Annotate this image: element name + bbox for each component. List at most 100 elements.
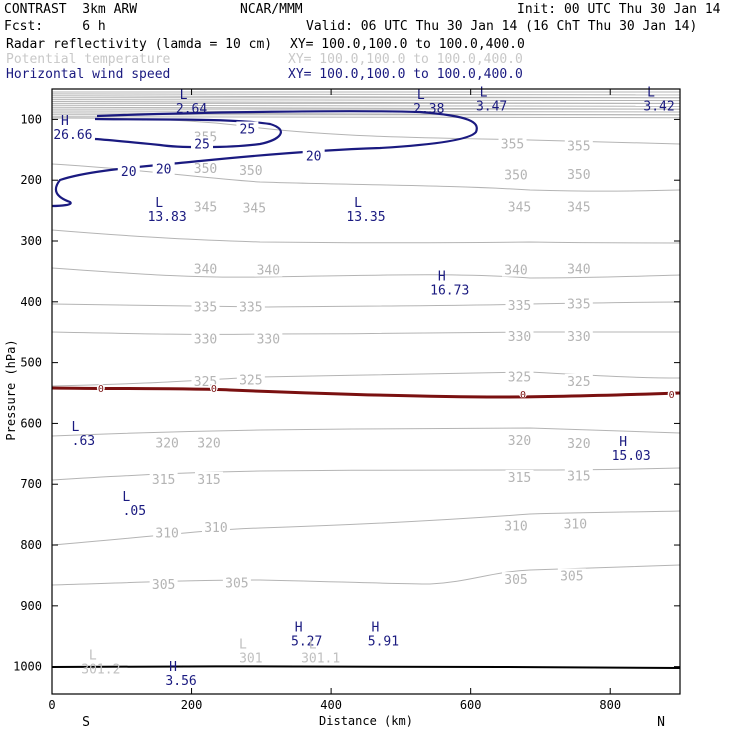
theta-label-bg: [153, 525, 182, 540]
extremum-type: L: [417, 88, 425, 103]
theta-label-bg: [236, 299, 265, 314]
y-tick-label: 600: [20, 416, 42, 430]
y-tick-label: 100: [20, 112, 42, 126]
reflectivity-label: 0: [520, 390, 526, 401]
theta-label-bg: [236, 162, 265, 177]
forecast-hour: Fcst: 6 h: [4, 19, 106, 34]
y-tick-label: 1000: [13, 660, 42, 674]
wind-contour-label: 25: [240, 123, 256, 138]
theta-upper-band: [51, 91, 681, 119]
field-xy-theta: XY= 100.0,100.0 to 100.0,400.0: [288, 52, 523, 67]
y-tick-label: 500: [20, 356, 42, 370]
theta-label: 310: [504, 520, 527, 535]
extremum-type: L: [239, 638, 247, 653]
theta-label-bg: [236, 372, 265, 387]
theta-label-bg: [254, 262, 283, 277]
theta-label-bg: [505, 297, 534, 312]
extremum-value: 2.64: [176, 102, 207, 117]
theta-label: 350: [504, 169, 527, 184]
theta-label: 330: [194, 332, 217, 347]
extremum-type: L: [155, 196, 163, 211]
theta-label: 315: [197, 473, 220, 488]
theta-label: 355: [567, 140, 590, 155]
x-tick-label: 800: [599, 698, 621, 712]
theta-label: 335: [567, 298, 590, 313]
theta-label-bg: [505, 328, 534, 343]
institution-label: NCAR/MMM: [240, 2, 303, 17]
theta-label: 345: [508, 200, 531, 215]
init-time: Init: 00 UTC Thu 30 Jan 14: [517, 2, 721, 17]
reflectivity-label-bg: [209, 384, 218, 392]
theta-label-bg: [191, 261, 220, 276]
theta-305-line: [51, 564, 681, 586]
theta-label: 340: [257, 264, 280, 279]
x-axis-end-label: N: [657, 715, 665, 730]
theta-label-bg: [195, 471, 223, 486]
extremum-value: 301.2: [81, 662, 120, 677]
theta-label: 340: [194, 262, 217, 277]
extrema-labels: L2.64L2.38L3.47L3.42H26.66L13.83L13.35H1…: [53, 85, 674, 689]
theta-label: 310: [564, 518, 587, 533]
theta-upper-line: [51, 116, 681, 119]
theta-label-bg: [153, 435, 182, 450]
theta-label-bg: [564, 373, 593, 388]
extremum-type: L: [647, 85, 655, 100]
x-tick-label: 400: [320, 698, 342, 712]
theta-330-line: [51, 331, 680, 335]
wind-contour-label: 25: [194, 138, 210, 153]
theta-label-bg: [505, 369, 534, 384]
reflectivity-labels: 0 0 0 0: [96, 384, 676, 401]
extremum-type: H: [61, 114, 69, 129]
theta-label: 325: [508, 371, 531, 386]
field-name-wind: Horizontal wind speed: [6, 67, 171, 82]
theta-upper-line: [51, 104, 681, 107]
wind-label-bg: [191, 136, 214, 151]
x-tick-label: 200: [181, 698, 203, 712]
theta-label: 335: [194, 301, 217, 316]
theta-label: 325: [239, 374, 262, 389]
theta-label-bg: [149, 471, 178, 486]
theta-label-bg: [149, 576, 178, 591]
theta-label: 330: [257, 332, 280, 347]
extremum-value: .63: [72, 434, 95, 449]
theta-label-bg: [557, 568, 586, 583]
field-name-theta: Potential temperature: [6, 52, 171, 67]
extremum-type: H: [295, 620, 303, 635]
extremum-value: 13.83: [148, 210, 187, 225]
theta-label: 335: [239, 301, 262, 316]
theta-label: 330: [508, 330, 531, 345]
extremum-type: L: [354, 196, 362, 211]
extremum-type: L: [122, 490, 130, 505]
extremum-value: 16.73: [430, 284, 469, 299]
theta-label-bg: [502, 262, 531, 277]
theta-label: 355: [501, 138, 524, 153]
theta-label-bg: [191, 161, 220, 176]
theta-label-bg: [502, 518, 531, 533]
wind-20-contour: [51, 110, 478, 208]
theta-label-bg: [191, 199, 220, 214]
reflectivity-label: 0: [211, 384, 217, 395]
extremum-type: H: [372, 620, 380, 635]
theta-label: 310: [155, 526, 178, 541]
theta-label-bg: [564, 296, 593, 311]
valid-time: Valid: 06 UTC Thu 30 Jan 14 (16 ChT Thu …: [306, 19, 698, 34]
theta-label-bg: [564, 435, 593, 450]
theta-upper-line: [51, 99, 681, 102]
theta-label: 345: [243, 202, 266, 217]
extremum-type: L: [89, 648, 97, 663]
y-tick-label: 900: [20, 599, 42, 613]
y-axis-label: Pressure (hPa): [4, 339, 18, 440]
x-tick-label: 600: [460, 698, 482, 712]
theta-label: 350: [194, 162, 217, 177]
wind-contours: [51, 110, 478, 208]
theta-label-bg: [564, 199, 593, 214]
extremum-value: 3.47: [476, 99, 507, 114]
extremum-type: L: [180, 88, 188, 103]
theta-label-bg: [564, 261, 593, 276]
extremum-type: L: [71, 420, 79, 435]
theta-label: 330: [567, 330, 590, 345]
extremum-type: H: [619, 435, 627, 450]
theta-label: 305: [560, 569, 583, 584]
wind-labels: 25 25 20 20 20: [117, 121, 325, 180]
